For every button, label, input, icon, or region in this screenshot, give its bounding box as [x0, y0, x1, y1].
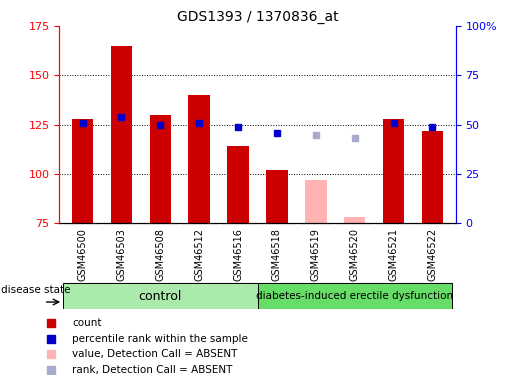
Bar: [422, 130, 443, 223]
Text: GSM46518: GSM46518: [272, 228, 282, 281]
Text: GSM46519: GSM46519: [311, 228, 321, 281]
Bar: [383, 119, 404, 223]
Bar: [258, 283, 452, 309]
Text: GSM46508: GSM46508: [156, 228, 165, 281]
Text: GSM46512: GSM46512: [194, 228, 204, 281]
Bar: [63, 283, 258, 309]
Text: GSM46521: GSM46521: [389, 228, 399, 281]
Text: diabetes-induced erectile dysfunction: diabetes-induced erectile dysfunction: [256, 291, 453, 301]
Bar: [72, 119, 93, 223]
Text: percentile rank within the sample: percentile rank within the sample: [72, 334, 248, 344]
Text: GSM46503: GSM46503: [116, 228, 126, 281]
Text: control: control: [139, 290, 182, 303]
Bar: [305, 180, 327, 223]
Bar: [111, 46, 132, 223]
Title: GDS1393 / 1370836_at: GDS1393 / 1370836_at: [177, 10, 338, 24]
Text: GSM46500: GSM46500: [78, 228, 88, 281]
Bar: [344, 217, 365, 223]
Text: count: count: [72, 318, 101, 328]
Text: GSM46516: GSM46516: [233, 228, 243, 281]
Bar: [227, 146, 249, 223]
Text: rank, Detection Call = ABSENT: rank, Detection Call = ABSENT: [72, 365, 232, 375]
Bar: [188, 95, 210, 223]
Text: GSM46520: GSM46520: [350, 228, 359, 281]
Text: GSM46522: GSM46522: [427, 228, 437, 281]
Text: value, Detection Call = ABSENT: value, Detection Call = ABSENT: [72, 349, 237, 359]
Text: disease state: disease state: [1, 285, 71, 296]
Bar: [150, 115, 171, 223]
Bar: [266, 170, 288, 223]
